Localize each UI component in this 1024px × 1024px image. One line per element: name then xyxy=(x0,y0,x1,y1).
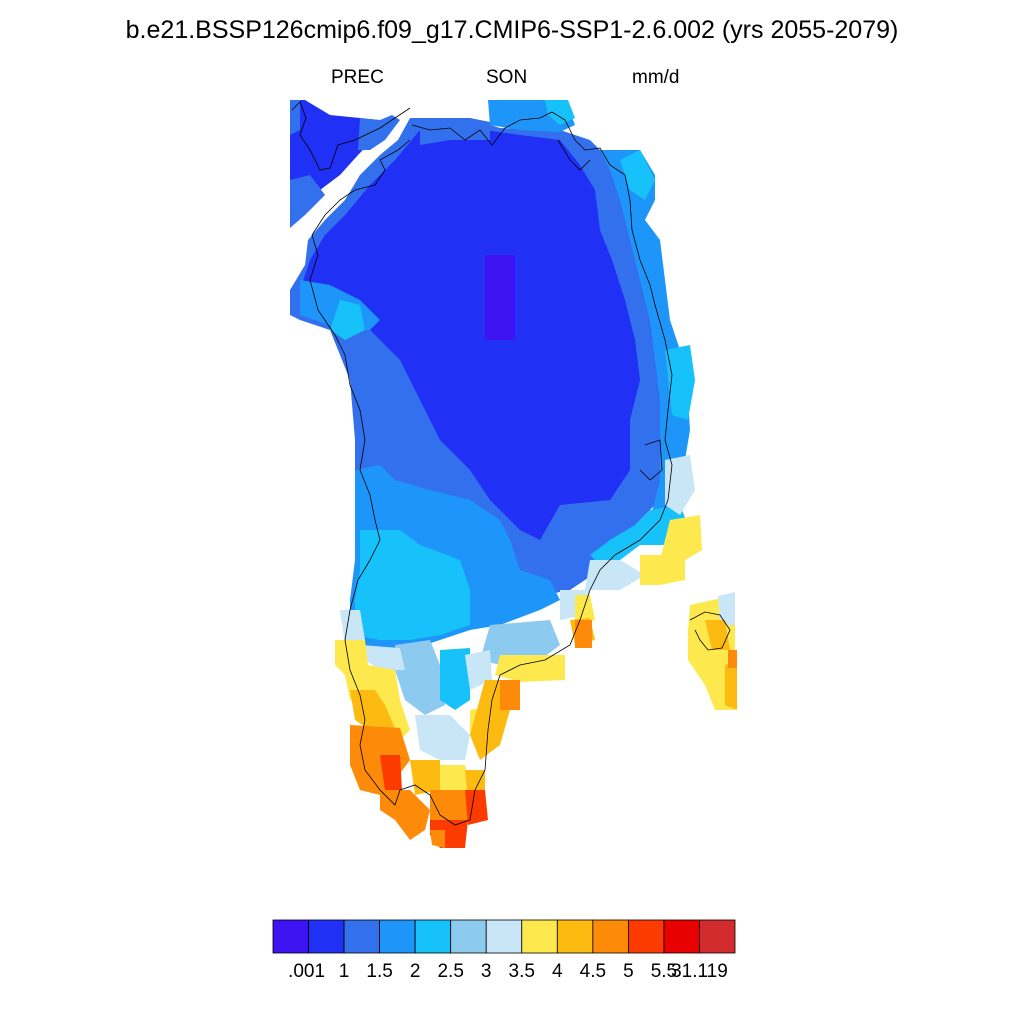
season-label: SON xyxy=(486,67,528,88)
coastline xyxy=(291,101,731,826)
colorbar-label: 2.5 xyxy=(437,961,464,982)
units-label: mm/d xyxy=(632,67,680,88)
colorbar-label: .001 xyxy=(288,961,326,982)
colorbar-label: 1.5 xyxy=(366,961,393,982)
colorbar-label: 4.5 xyxy=(579,961,607,982)
variable-label: PREC xyxy=(331,67,384,88)
precip-field xyxy=(290,100,737,848)
colorbar-label: 1 xyxy=(338,961,350,982)
colorbar-label: 2 xyxy=(409,961,421,982)
colorbar-label: 3.5 xyxy=(508,961,535,982)
colorbar-label: 3 xyxy=(480,961,492,982)
colorbar-label: 5.5 xyxy=(650,961,678,982)
colorbar-label: 5 xyxy=(623,961,634,982)
colorbar-label: 31.119 xyxy=(671,961,728,982)
map-title: b.e21.BSSP126cmip6.f09_g17.CMIP6-SSP1-2.… xyxy=(125,16,899,44)
colorbar-label: 4 xyxy=(552,961,563,982)
